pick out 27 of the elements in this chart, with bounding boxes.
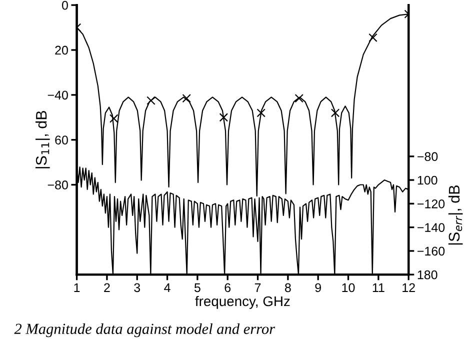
x-tick-label: 1 xyxy=(74,283,80,292)
x-tick-label: 4 xyxy=(164,283,170,292)
y-tick-label: −80 xyxy=(48,180,68,190)
x-axis-title: frequency, GHz xyxy=(195,296,290,309)
y2-tick-label: −120 xyxy=(418,199,445,208)
x-tick-label: 11 xyxy=(372,283,384,292)
y-tick-label: 0 xyxy=(62,0,68,10)
y2-tick-label: 180 xyxy=(418,270,438,280)
y2-axis-title: |S$_{err}$|, dB xyxy=(448,185,463,245)
x-tick-label: 2 xyxy=(104,283,110,292)
x-tick-label: 3 xyxy=(134,283,140,292)
x-tick-label: 8 xyxy=(285,283,291,292)
y2-tick-label: −80 xyxy=(418,152,438,162)
y2-tick-label: −140 xyxy=(418,223,445,232)
y-tick-label: −40 xyxy=(48,90,68,100)
text: 2 Magnitude data against model and error xyxy=(14,323,276,338)
y-axis-title: |S$_{11}$|, dB xyxy=(36,110,50,168)
y2-tick-label: −160 xyxy=(418,246,445,256)
y2-tick-label: 100 xyxy=(418,176,438,185)
x-tick-label: 9 xyxy=(315,283,321,292)
x-tick-label: 6 xyxy=(224,283,231,292)
x-tick-label: 12 xyxy=(402,283,415,292)
x-tick-label: 10 xyxy=(342,283,355,292)
y-tick-label: 20 xyxy=(55,46,68,55)
x-tick-label: 7 xyxy=(254,283,261,292)
x-tick-label: 5 xyxy=(194,283,200,292)
y-tick-label: 60 xyxy=(55,136,68,144)
